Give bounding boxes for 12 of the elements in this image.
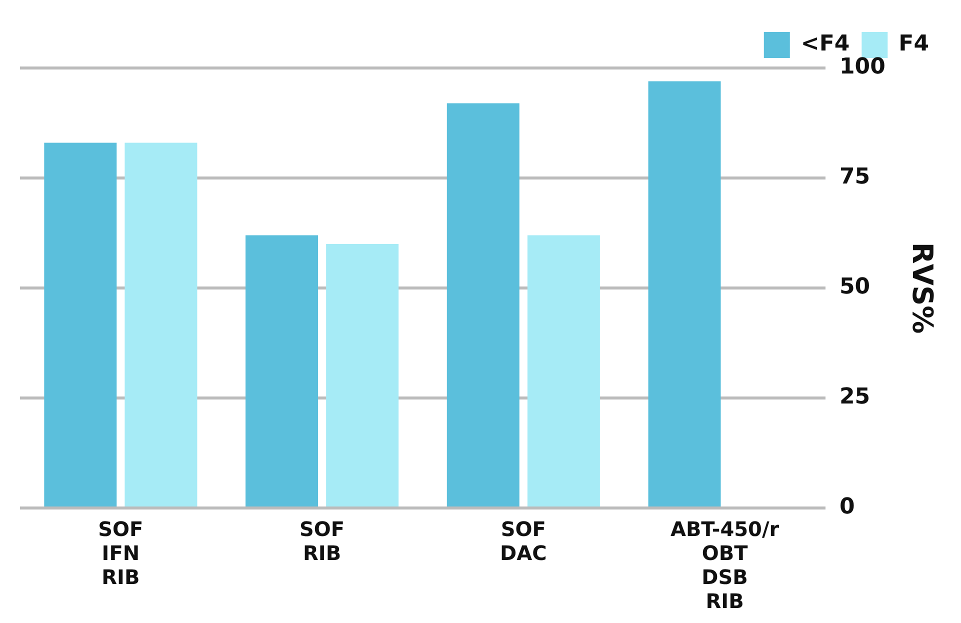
y-tick-label: 25 xyxy=(839,384,870,410)
legend-label: F4 xyxy=(898,32,930,57)
x-tick-label: SOF IFN RIB xyxy=(98,517,144,590)
y-tick-label: 100 xyxy=(839,54,886,80)
y-axis-title: RVS% xyxy=(906,242,939,334)
x-tick-label: ABT-450/r OBT DSB RIB xyxy=(670,517,780,614)
y-tick-label: 50 xyxy=(839,274,870,300)
y-tick-label: 0 xyxy=(839,494,855,520)
x-tick-label: SOF DAC xyxy=(500,517,547,566)
x-tick-label: SOF RIB xyxy=(300,517,345,566)
y-tick-label: 75 xyxy=(839,164,870,190)
legend-label: <F4 xyxy=(800,32,850,57)
